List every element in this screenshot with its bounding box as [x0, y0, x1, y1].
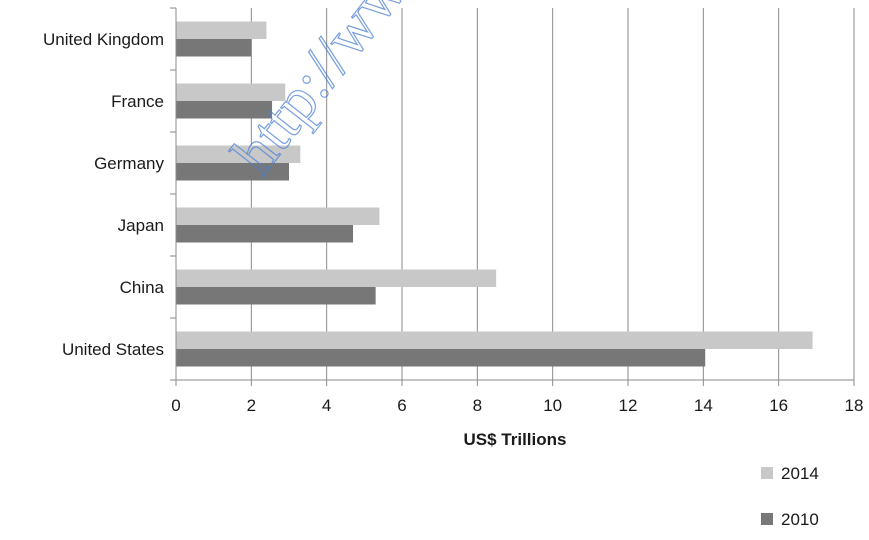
category-label-china: China [120, 278, 165, 297]
category-label-united-states: United States [62, 340, 164, 359]
x-tick-label-16: 16 [769, 396, 788, 415]
category-label-united-kingdom: United Kingdom [43, 30, 164, 49]
bar-2014-france [176, 83, 286, 101]
bar-2014-germany [176, 145, 301, 163]
x-tick-label-12: 12 [619, 396, 638, 415]
bar-2010-france [176, 101, 273, 119]
legend-swatch-2014 [761, 467, 773, 479]
x-tick-label-2: 2 [247, 396, 256, 415]
x-tick-label-18: 18 [845, 396, 864, 415]
axes [170, 7, 855, 386]
legend-label-2014: 2014 [781, 464, 819, 483]
bar-2010-united-kingdom [176, 39, 252, 57]
x-tick-label-0: 0 [171, 396, 180, 415]
x-tick-label-10: 10 [543, 396, 562, 415]
category-label-japan: Japan [118, 216, 164, 235]
x-axis-title: US$ Trillions [464, 430, 567, 449]
x-tick-label-8: 8 [473, 396, 482, 415]
x-tick-label-6: 6 [397, 396, 406, 415]
labels: 0 2 4 6 8 10 12 14 16 18 United Kingdom France Germa… [43, 30, 863, 415]
category-label-france: France [111, 92, 164, 111]
bar-2014-united-kingdom [176, 21, 267, 39]
bar-2014-united-states [176, 331, 813, 349]
grid-lines [250, 8, 855, 380]
bar-2014-china [176, 269, 497, 287]
bar-2014-japan [176, 207, 380, 225]
bars [176, 21, 813, 367]
legend-label-2010: 2010 [781, 510, 819, 529]
category-label-germany: Germany [94, 154, 164, 173]
x-tick-label-14: 14 [694, 396, 713, 415]
bar-2010-japan [176, 225, 354, 243]
bar-2010-china [176, 287, 376, 305]
bar-2010-united-states [176, 349, 706, 367]
legend: 2014 2010 [761, 464, 819, 529]
bar-2010-germany [176, 163, 289, 181]
legend-swatch-2010 [761, 513, 773, 525]
x-tick-label-4: 4 [322, 396, 331, 415]
